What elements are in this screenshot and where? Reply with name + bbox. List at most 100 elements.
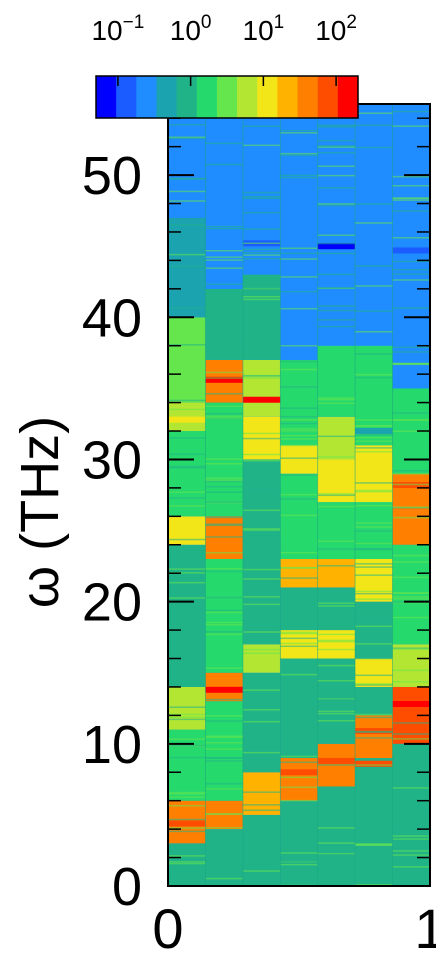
heatmap-stripe [280,643,317,645]
y-tick-label: 40 [82,288,142,348]
heatmap-stripe [280,474,317,476]
heatmap-stripe [168,191,205,193]
heatmap-stripe [393,854,430,856]
heatmap-band [355,104,392,346]
heatmap-stripe [280,155,317,157]
heatmap-stripe [243,513,280,515]
heatmap-stripe [243,689,280,691]
heatmap-stripe [243,578,280,580]
heatmap-stripe [318,711,355,713]
heatmap-stripe [205,622,242,624]
x-tick-label: 0 [152,897,183,956]
heatmap-stripe [355,613,392,615]
heatmap-stripe [318,243,355,245]
heatmap-band [168,730,205,801]
heatmap-stripe [318,695,355,697]
heatmap-stripe [243,649,280,651]
heatmap-stripe [205,878,242,880]
heatmap-stripe [243,673,280,675]
heatmap-stripe [318,845,355,847]
colorbar-tick-label: 101 [243,12,285,46]
heatmap-stripe [393,850,430,852]
heatmap-stripe [318,764,355,766]
heatmap-stripe [205,827,242,829]
heatmap-band [355,659,392,687]
heatmap-stripe [280,843,317,845]
heatmap-stripe [318,842,355,844]
heatmap-stripe [280,430,317,432]
heatmap-stripe [393,670,430,672]
heatmap-stripe [393,412,430,414]
heatmap-stripe [205,788,242,790]
colorbar-tick-label: 10−1 [91,12,144,46]
heatmap-stripe [355,482,392,484]
heatmap-stripe [393,758,430,760]
heatmap-stripe [168,178,205,180]
heatmap-line [243,397,280,403]
heatmap-stripe [205,393,242,395]
heatmap-band [243,673,280,773]
heatmap-stripe [280,777,317,779]
heatmap-stripe [243,299,280,301]
heatmap-stripe [205,486,242,488]
heatmap-stripe [168,875,205,877]
heatmap-stripe [243,848,280,850]
heatmap-stripe [205,501,242,503]
heatmap-stripe [393,722,430,724]
heatmap-band [355,445,392,502]
heatmap-band [168,687,205,730]
x-tick-label: 1 [414,897,436,956]
colorbar-tick-label: 102 [315,12,357,46]
heatmap-line [355,761,392,767]
heatmap-stripe [280,723,317,725]
heatmap-stripe [168,738,205,740]
heatmap-stripe [318,794,355,796]
heatmap-stripe [243,804,280,806]
heatmap-stripe [243,243,280,245]
heatmap-stripe [318,203,355,205]
heatmap-band [205,559,242,673]
heatmap-stripe [168,341,205,343]
heatmap-stripe [205,417,242,419]
heatmap-stripe [205,256,242,258]
heatmap-stripe [280,864,317,866]
heatmap-stripe [205,458,242,460]
heatmap-stripe [393,882,430,884]
heatmap-stripe [168,136,205,138]
heatmap-stripe [280,854,317,856]
heatmap-stripe [355,675,392,677]
heatmap-band [243,772,280,815]
heatmap-stripe [393,617,430,619]
heatmap-stripe [318,287,355,289]
heatmap-stripe [205,491,242,493]
heatmap-stripe [280,132,317,134]
heatmap-stripe [318,620,355,622]
heatmap-stripe [393,577,430,579]
heatmap-stripe [393,561,430,563]
heatmap-stripe [168,861,205,863]
y-tick-label: 10 [82,715,142,775]
heatmap-stripe [355,265,392,267]
heatmap-stripe [318,125,355,127]
heatmap-stripe [280,734,317,736]
heatmap-stripe [318,540,355,542]
heatmap-stripe [168,551,205,553]
heatmap-stripe [168,717,205,719]
heatmap-band [280,360,317,445]
heatmap-stripe [280,786,317,788]
heatmap-stripe [243,125,280,127]
heatmap-stripe [318,253,355,255]
heatmap-stripe [243,652,280,654]
heatmap-band [205,829,242,886]
heatmap-stripe [280,419,317,421]
heatmap-stripe [318,713,355,715]
heatmap-stripe [280,386,317,388]
heatmap-band [355,715,392,758]
heatmap-stripe [243,709,280,711]
heatmap-stripe [243,631,280,633]
heatmap-stripe [355,377,392,379]
heatmap-stripe [280,879,317,881]
heatmap-stripe [280,685,317,687]
heatmap-stripe [355,656,392,658]
heatmap-band [205,104,242,289]
